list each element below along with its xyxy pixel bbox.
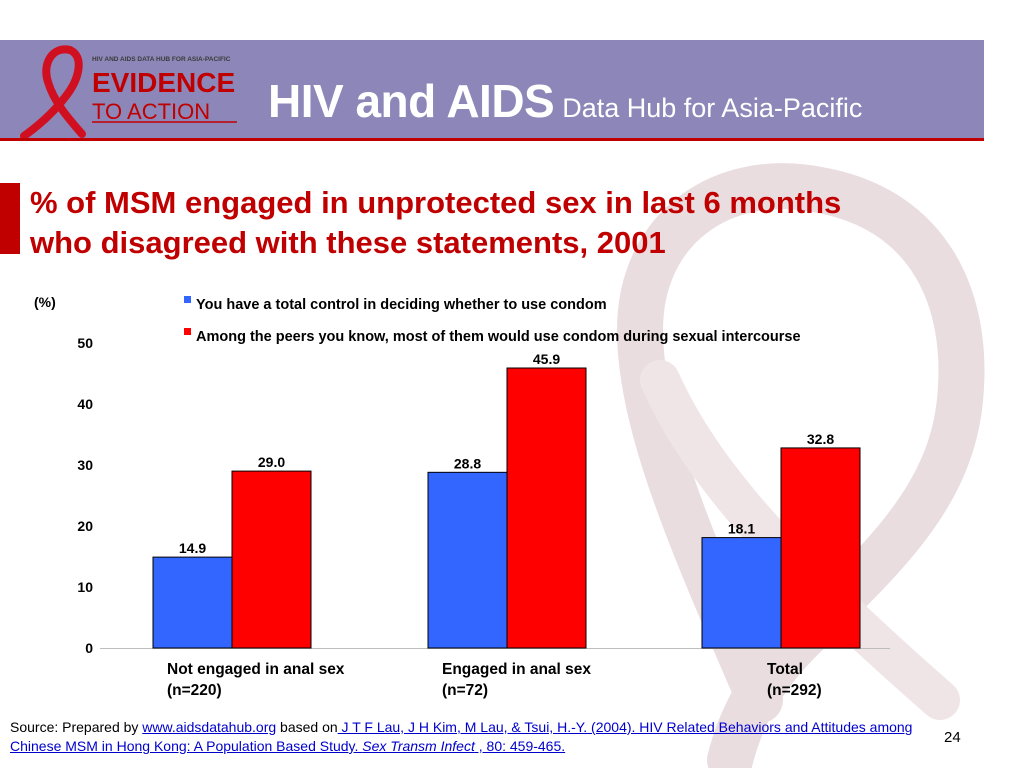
- logo-line2: TO ACTION: [92, 99, 210, 124]
- legend-label-1: You have a total control in deciding whe…: [196, 297, 607, 313]
- bar-2-series-1: [427, 471, 508, 649]
- data-label-3-series-2: 32.8: [807, 431, 834, 447]
- logo-small-text: HIV AND AIDS DATA HUB FOR ASIA-PACIFIC: [92, 56, 231, 63]
- data-label-3-series-1: 18.1: [728, 521, 755, 537]
- source-citation: Source: Prepared by www.aidsdatahub.org …: [10, 718, 920, 756]
- y-tick-label-50: 50: [77, 335, 93, 351]
- title-accent-bar: [0, 183, 20, 254]
- source-prefix: Source: Prepared by: [10, 719, 143, 735]
- y-tick-label-30: 30: [77, 457, 93, 473]
- source-link-aidsdatahub[interactable]: www.aidsdatahub.org: [142, 719, 277, 735]
- bar-3-series-2: [780, 447, 861, 649]
- header-band: HIV AND AIDS DATA HUB FOR ASIA-PACIFIC E…: [0, 40, 984, 141]
- page-number: 24: [944, 729, 961, 746]
- x-category-label-1-line-1: Not engaged in anal sex: [167, 661, 345, 678]
- logo-line1: EVIDENCE: [92, 67, 235, 98]
- bar-1-series-1: [152, 556, 233, 649]
- bar-2-series-2: [506, 367, 587, 649]
- hub-title: HIV and AIDS Data Hub for Asia-Pacific: [268, 74, 862, 128]
- slide-title-line1: % of MSM engaged in unprotected sex in l…: [30, 185, 842, 220]
- y-tick-label-40: 40: [77, 396, 93, 412]
- x-category-label-2-line-2: (n=72): [442, 682, 488, 699]
- x-category-label-3-line-2: (n=292): [767, 682, 822, 699]
- bar-chart: (%) 0 10 20 30 40 50 You have a total control i…: [34, 294, 890, 699]
- hub-title-sub: Data Hub for Asia-Pacific: [562, 93, 863, 123]
- source-link-citation[interactable]: J T F Lau, J H Kim, M Lau, & Tsui, H.-Y.…: [10, 719, 912, 754]
- slide-title-line2: who disagreed with these statements, 200…: [30, 225, 666, 260]
- slide-title: % of MSM engaged in unprotected sex in l…: [30, 183, 990, 263]
- citation-text: J T F Lau, J H Kim, M Lau, & Tsui, H.-Y.…: [10, 719, 913, 754]
- legend-swatch-1: [184, 296, 191, 303]
- citation-tail: , 80: 459-465.: [474, 738, 566, 754]
- y-tick-label-20: 20: [77, 518, 93, 534]
- y-tick-label-10: 10: [77, 579, 93, 595]
- x-category-label-3-line-1: Total: [767, 661, 803, 678]
- bar-3-series-1: [701, 537, 782, 649]
- y-axis-label: (%): [34, 294, 56, 310]
- citation-journal: Sex Transm Infect: [362, 738, 475, 754]
- data-label-2-series-1: 28.8: [454, 455, 481, 471]
- y-tick-label-0: 0: [85, 640, 93, 656]
- x-category-label-1-line-2: (n=220): [167, 682, 222, 699]
- x-category-label-2-line-1: Engaged in anal sex: [442, 661, 591, 678]
- bar-1-series-2: [231, 470, 312, 649]
- source-mid: based on: [276, 719, 338, 735]
- data-label-1-series-1: 14.9: [179, 540, 206, 556]
- data-label-2-series-2: 45.9: [533, 351, 560, 367]
- hub-title-main: HIV and AIDS: [268, 75, 555, 127]
- data-label-1-series-2: 29.0: [258, 454, 285, 470]
- evidence-to-action-logo: HIV AND AIDS DATA HUB FOR ASIA-PACIFIC E…: [20, 45, 237, 138]
- legend-swatch-2: [184, 328, 191, 335]
- legend-label-2: Among the peers you know, most of them w…: [196, 329, 801, 345]
